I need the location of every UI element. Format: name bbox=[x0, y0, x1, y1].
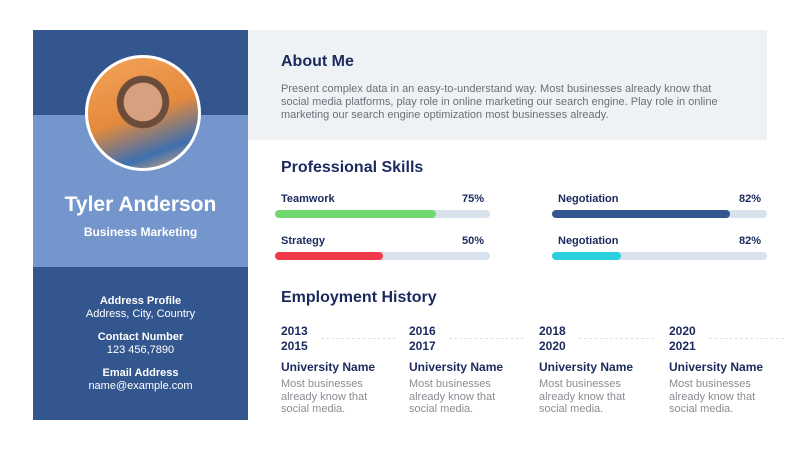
contact-email: Email Address name@example.com bbox=[33, 367, 248, 393]
contact-value: 123 456,7890 bbox=[106, 344, 175, 356]
contact-label: Email Address bbox=[102, 367, 179, 379]
skill-item: Strategy 50% bbox=[275, 235, 490, 260]
skills-title: Professional Skills bbox=[281, 159, 424, 176]
profile-name: Tyler Anderson bbox=[64, 193, 217, 216]
year-end: 2015 bbox=[281, 339, 308, 353]
skill-bar-track bbox=[275, 210, 490, 218]
skill-item: Teamwork 75% bbox=[275, 193, 490, 218]
year-start: 2013 bbox=[281, 324, 308, 338]
skill-bar-fill bbox=[552, 252, 621, 260]
about-title: About Me bbox=[281, 53, 354, 70]
employment-item: 2016 2017 University Name Most businesse… bbox=[409, 324, 519, 416]
employment-title: Employment History bbox=[281, 289, 437, 306]
profile-role: Business Marketing bbox=[83, 225, 198, 239]
employment-item: 2013 2015 University Name Most businesse… bbox=[281, 324, 391, 416]
year-start: 2016 bbox=[409, 324, 436, 338]
skill-percent: 75% bbox=[461, 193, 484, 205]
about-text: Present complex data in an easy-to-under… bbox=[281, 83, 718, 121]
contact-phone: Contact Number 123 456,7890 bbox=[33, 331, 248, 357]
year-end: 2017 bbox=[409, 339, 436, 353]
employment-desc: Most businesses already know that social… bbox=[409, 378, 496, 415]
contact-address: Address Profile Address, City, Country bbox=[33, 295, 248, 321]
employment-desc: Most businesses already know that social… bbox=[669, 378, 756, 415]
about-section bbox=[248, 30, 767, 140]
year-end: 2020 bbox=[539, 339, 566, 353]
skill-item: Negotiation 82% bbox=[552, 193, 767, 218]
skill-percent: 82% bbox=[738, 193, 761, 205]
skill-bar-fill bbox=[275, 210, 437, 218]
year-start: 2020 bbox=[669, 324, 696, 338]
skill-bar-fill bbox=[275, 252, 383, 260]
university-name: University Name bbox=[281, 360, 376, 374]
university-name: University Name bbox=[539, 360, 634, 374]
employment-item: 2018 2020 University Name Most businesse… bbox=[539, 324, 649, 416]
timeline-divider bbox=[709, 338, 784, 339]
contact-label: Address Profile bbox=[99, 295, 182, 307]
university-name: University Name bbox=[409, 360, 504, 374]
year-start: 2018 bbox=[539, 324, 566, 338]
skill-bar-fill bbox=[552, 210, 731, 218]
skill-bar-track bbox=[552, 210, 767, 218]
skill-percent: 50% bbox=[461, 235, 484, 247]
university-name: University Name bbox=[669, 360, 764, 374]
skill-bar-track bbox=[552, 252, 767, 260]
skill-label: Strategy bbox=[281, 235, 326, 247]
skill-bar-track bbox=[275, 252, 490, 260]
employment-desc: Most businesses already know that social… bbox=[281, 378, 368, 415]
contact-label: Contact Number bbox=[97, 331, 184, 343]
skill-label: Negotiation bbox=[558, 235, 619, 247]
employment-desc: Most businesses already know that social… bbox=[539, 378, 626, 415]
timeline-divider bbox=[579, 338, 654, 339]
timeline-divider bbox=[321, 338, 396, 339]
avatar bbox=[85, 55, 201, 171]
skill-label: Teamwork bbox=[281, 193, 335, 205]
contact-value: Address, City, Country bbox=[85, 308, 196, 320]
contact-value: name@example.com bbox=[88, 380, 193, 392]
skill-label: Negotiation bbox=[558, 193, 619, 205]
employment-item: 2020 2021 University Name Most businesse… bbox=[669, 324, 779, 416]
timeline-divider bbox=[449, 338, 524, 339]
skill-item: Negotiation 82% bbox=[552, 235, 767, 260]
sidebar-contact-panel bbox=[33, 267, 248, 420]
skill-percent: 82% bbox=[738, 235, 761, 247]
year-end: 2021 bbox=[669, 339, 696, 353]
